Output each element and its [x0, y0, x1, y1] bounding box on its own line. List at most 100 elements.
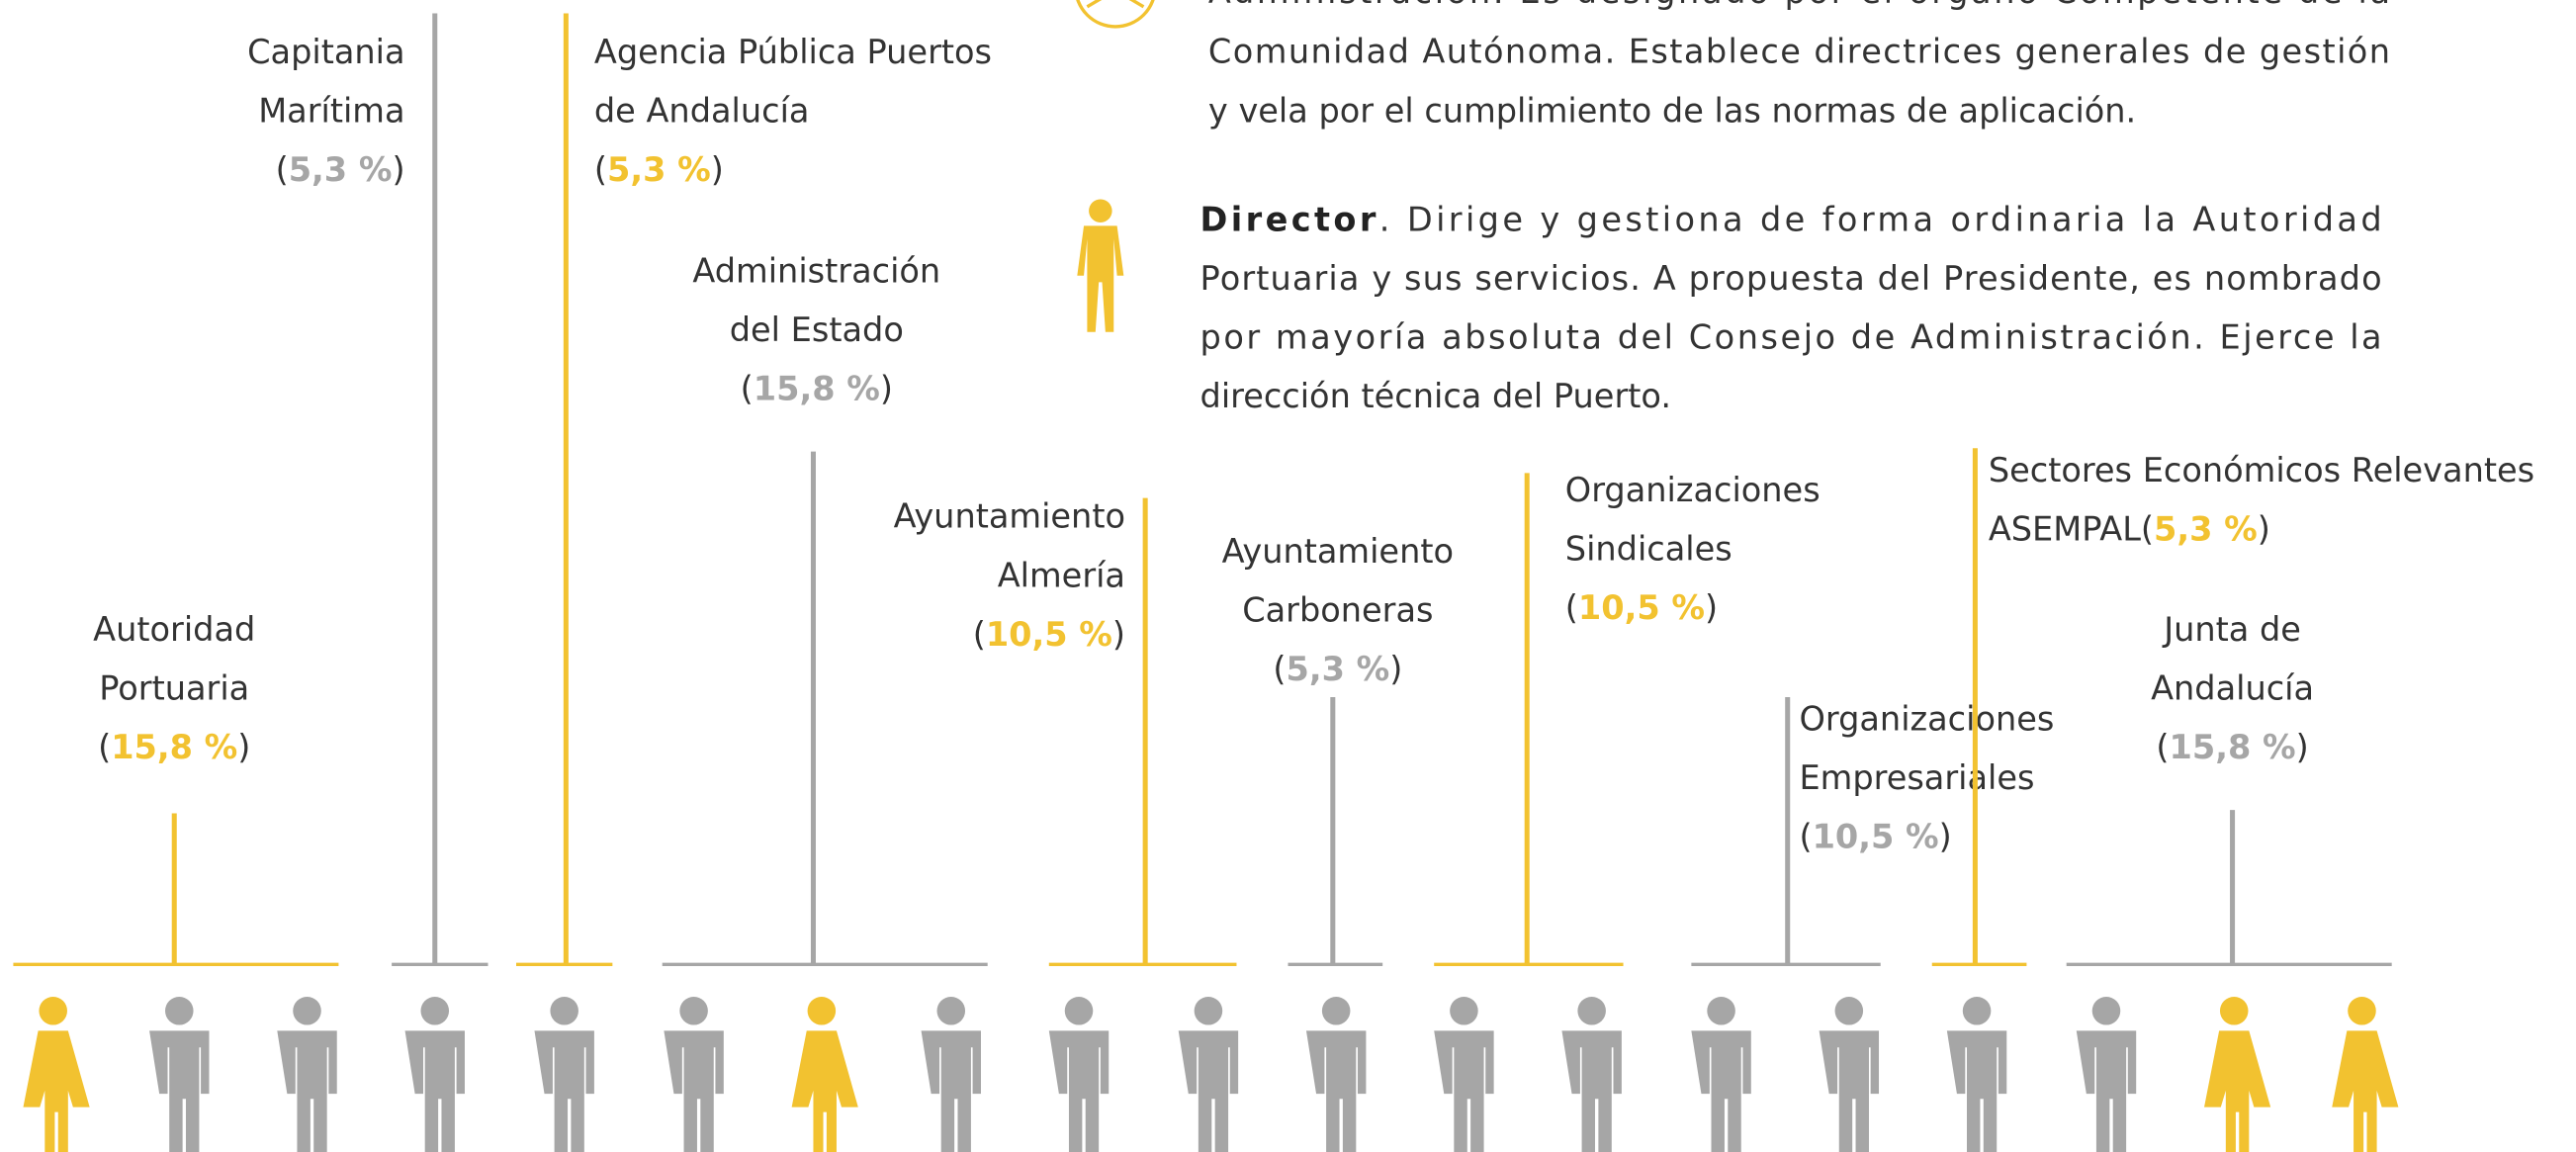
text-span: Ayuntamiento [894, 496, 1125, 535]
text-span: ) [711, 149, 724, 188]
person [664, 996, 724, 1152]
person [1434, 996, 1494, 1152]
person [1561, 996, 1622, 1152]
text-span: 15,8 % [754, 369, 880, 407]
person-head [1834, 996, 1864, 1025]
person-body [921, 1030, 981, 1152]
text-span: Sindicales [1565, 529, 1732, 568]
person-head [1450, 996, 1478, 1025]
director-line: dirección técnica del Puerto. [1200, 377, 1671, 415]
person [2332, 996, 2399, 1152]
person-body [2076, 1030, 2137, 1152]
council-line: y vela por el cumplimiento de las normas… [1208, 92, 2136, 131]
person-body [1946, 1030, 2007, 1152]
person-head [1707, 996, 1735, 1025]
text-span: ) [392, 149, 404, 188]
text-span: ( [1565, 588, 1578, 627]
text-span: Administración [692, 251, 940, 290]
text-span: ASEMPAL [1989, 509, 2141, 548]
text-span: ) [2296, 728, 2309, 766]
text-span: Andalucía [2151, 668, 2314, 707]
person-body [1434, 1030, 1494, 1152]
person-body [664, 1030, 724, 1152]
person-head [420, 996, 450, 1025]
person-head [2348, 996, 2376, 1025]
person [1946, 996, 2007, 1152]
text-span: ( [2141, 509, 2154, 548]
group-percent: (15,8 %) [741, 369, 893, 407]
person-head [936, 996, 966, 1025]
group-label: Autoridad [93, 609, 255, 648]
text-span: dirección técnica del Puerto. [1200, 377, 1671, 415]
group-label: Organizaciones [1799, 699, 2054, 738]
text-span: ( [276, 149, 289, 188]
text-span: Sectores Económicos Relevantes [1989, 450, 2534, 488]
text-span: 10,5 % [1578, 588, 1705, 627]
text-span: ( [741, 369, 754, 407]
person-head [1321, 996, 1351, 1025]
group-percent: (5,3 %) [594, 149, 724, 188]
text-span: ( [2156, 728, 2169, 766]
text-span: 10,5 % [1813, 817, 1939, 855]
person-head [1064, 996, 1094, 1025]
text-span: ) [1389, 650, 1402, 688]
person-body [1178, 1030, 1239, 1152]
person-body [2204, 1030, 2271, 1152]
text-span: ( [1799, 817, 1812, 855]
text-span: de Andalucía [594, 91, 810, 130]
text-span: ( [594, 149, 607, 188]
group-label: Administración [692, 251, 940, 290]
person [1178, 996, 1239, 1152]
person-body [1819, 1030, 1880, 1152]
council-icon [1076, 0, 1155, 29]
person-body [404, 1030, 465, 1152]
text-span: Almería [998, 556, 1125, 594]
group-percent: (5,3 %) [276, 149, 405, 188]
group-label: Ayuntamiento [894, 496, 1125, 535]
text-span: Ayuntamiento [1222, 532, 1454, 571]
text-span: ) [1112, 614, 1125, 653]
text-span: ) [2258, 509, 2270, 548]
group-label: Ayuntamiento [1222, 532, 1454, 571]
text-span: Capitania [247, 32, 404, 70]
text-span: 5,3 % [289, 149, 393, 188]
group-label: Agencia Pública Puertos [594, 32, 992, 70]
text-span: ) [237, 728, 250, 766]
person [1305, 996, 1367, 1152]
person-head [1962, 996, 1992, 1025]
person-body [1561, 1030, 1622, 1152]
text-span: Organizaciones [1799, 699, 2054, 738]
person-body [1691, 1030, 1751, 1152]
text-span: Junta de [2162, 609, 2301, 648]
group-percent: (10,5 %) [1799, 817, 1951, 855]
text-span: Agencia Pública Puertos [594, 32, 992, 70]
group-label: Sindicales [1565, 529, 1732, 568]
group-label: Sectores Económicos Relevantes [1989, 450, 2534, 488]
group-label: de Andalucía [594, 91, 810, 130]
person-head [293, 996, 321, 1025]
group-label: Almería [998, 556, 1125, 594]
person-head [2091, 996, 2121, 1025]
group-percent: (15,8 %) [98, 728, 250, 766]
person [534, 996, 594, 1152]
director-line: Portuaria y sus servicios. A propuesta d… [1200, 258, 2382, 297]
person [149, 996, 210, 1152]
person-head [39, 996, 67, 1025]
text-span: 15,8 % [111, 728, 237, 766]
person-head [807, 996, 837, 1025]
text-span: . Dirige y gestiona de forma ordinaria l… [1379, 200, 2382, 238]
person-head [1577, 996, 1606, 1025]
text-span: Carboneras [1242, 590, 1433, 629]
text-span: Portuaria [99, 668, 249, 707]
text-span: 15,8 % [2170, 728, 2296, 766]
group-percent: (10,5 %) [1565, 588, 1718, 627]
person [23, 996, 90, 1152]
text-span: 10,5 % [986, 614, 1112, 653]
person-body [277, 1030, 337, 1152]
director-line: por mayoría absoluta del Consejo de Admi… [1200, 317, 2382, 356]
director-line: Director. Dirige y gestiona de forma ord… [1200, 200, 2382, 238]
person-head [165, 996, 194, 1025]
council-line: Administración. Es designado por el órga… [1208, 0, 2390, 11]
